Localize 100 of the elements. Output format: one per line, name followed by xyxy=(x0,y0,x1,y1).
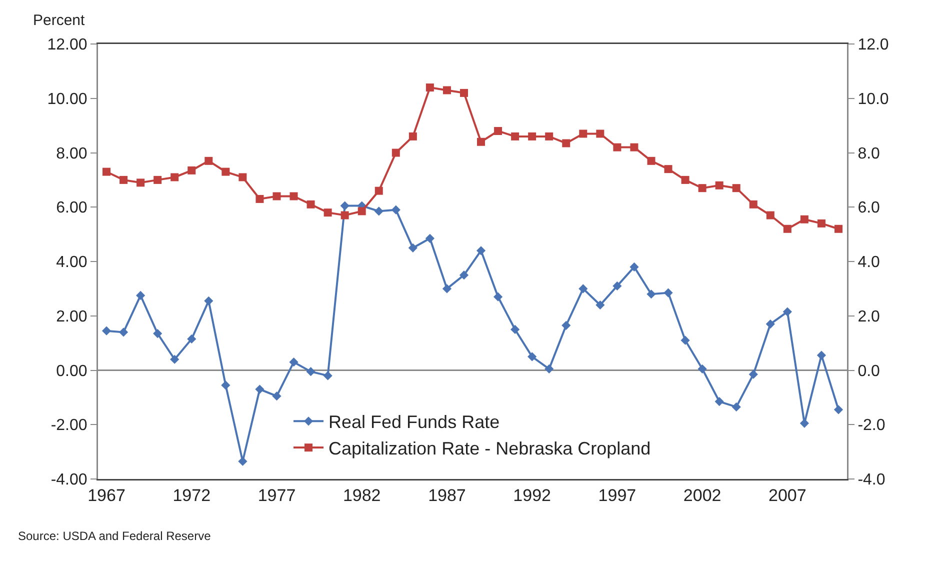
y2-tick-label: 12.0 xyxy=(858,36,889,54)
x-tick-label: 1992 xyxy=(513,486,551,505)
point xyxy=(408,243,418,252)
point xyxy=(187,334,196,344)
point xyxy=(272,192,281,200)
point xyxy=(732,184,740,192)
point xyxy=(493,292,503,302)
y-tick-label: 12.00 xyxy=(47,36,88,54)
point xyxy=(800,215,808,224)
y2-tick-label: 0.0 xyxy=(858,362,880,380)
y-tick-label: -2.00 xyxy=(50,417,88,434)
point xyxy=(613,143,622,152)
point xyxy=(596,130,604,138)
point xyxy=(817,219,826,228)
x-tick-label: 1977 xyxy=(258,486,296,505)
x-tick-label: 1967 xyxy=(88,486,126,505)
point xyxy=(579,130,588,138)
point xyxy=(374,206,384,216)
point xyxy=(766,211,774,220)
point xyxy=(646,290,656,299)
point xyxy=(188,166,196,174)
point xyxy=(204,156,213,165)
point xyxy=(748,370,758,379)
y-tick-label: 8.00 xyxy=(56,145,88,162)
point xyxy=(681,176,690,184)
y-axis-title: Percent xyxy=(33,12,86,29)
point xyxy=(698,364,707,374)
point xyxy=(664,165,672,174)
point xyxy=(511,132,520,140)
point xyxy=(783,224,792,233)
point xyxy=(170,354,180,364)
point xyxy=(544,364,554,374)
legend-label: Real Fed Funds Rate xyxy=(328,412,500,432)
point xyxy=(562,139,570,148)
point xyxy=(698,184,706,192)
point xyxy=(256,194,264,203)
point xyxy=(477,138,486,146)
x-tick-label: 2007 xyxy=(768,486,806,505)
point xyxy=(272,392,282,401)
point xyxy=(153,329,162,338)
point xyxy=(528,352,537,362)
x-tick-label: 1972 xyxy=(172,486,211,505)
point xyxy=(289,358,298,367)
point xyxy=(118,328,128,337)
point xyxy=(714,396,724,406)
point xyxy=(102,168,111,176)
point xyxy=(460,88,468,97)
x-tick-label: 1997 xyxy=(598,486,636,505)
legend-label: Capitalization Rate - Nebraska Cropland xyxy=(328,438,651,459)
y-tick-label: 0.00 xyxy=(56,362,88,380)
y2-tick-label: 4.0 xyxy=(858,254,880,272)
y2-tick-label: 8.0 xyxy=(858,145,880,162)
point xyxy=(290,192,298,200)
x-tick-label: 1987 xyxy=(428,486,466,505)
point xyxy=(222,168,230,176)
point xyxy=(238,456,248,466)
point xyxy=(221,380,230,390)
point xyxy=(647,156,656,165)
x-tick-label: 1982 xyxy=(342,486,381,505)
point xyxy=(238,173,247,182)
point xyxy=(442,284,452,294)
y2-tick-label: 10.0 xyxy=(858,90,889,108)
point xyxy=(323,371,332,380)
point xyxy=(255,384,264,394)
point xyxy=(340,211,349,220)
point xyxy=(408,132,417,140)
point xyxy=(136,290,146,300)
y2-tick-label: 6.0 xyxy=(858,200,880,217)
point xyxy=(392,148,400,157)
y-tick-label: 2.00 xyxy=(56,308,88,326)
point xyxy=(715,181,724,190)
point xyxy=(204,296,214,306)
point xyxy=(120,176,128,184)
point xyxy=(680,336,690,345)
point xyxy=(136,178,145,187)
point xyxy=(306,367,316,376)
point xyxy=(816,350,826,360)
y2-tick-label: -4.0 xyxy=(858,472,886,489)
point xyxy=(426,84,434,92)
point xyxy=(664,288,673,298)
point xyxy=(766,319,775,329)
point xyxy=(374,186,383,195)
point xyxy=(102,326,112,336)
point xyxy=(732,402,741,412)
point xyxy=(154,176,162,184)
point xyxy=(630,143,638,152)
point xyxy=(340,201,350,210)
y2-tick-label: -2.0 xyxy=(858,417,886,434)
point xyxy=(324,208,332,217)
y-tick-label: -4.00 xyxy=(50,472,88,489)
point xyxy=(562,320,571,330)
source-note: Source: USDA and Federal Reserve xyxy=(18,529,212,543)
point xyxy=(442,86,451,94)
point xyxy=(578,284,588,294)
point xyxy=(476,246,486,256)
point xyxy=(459,270,469,280)
point xyxy=(749,200,758,208)
point xyxy=(358,207,366,216)
point xyxy=(306,200,315,208)
point xyxy=(170,173,179,182)
